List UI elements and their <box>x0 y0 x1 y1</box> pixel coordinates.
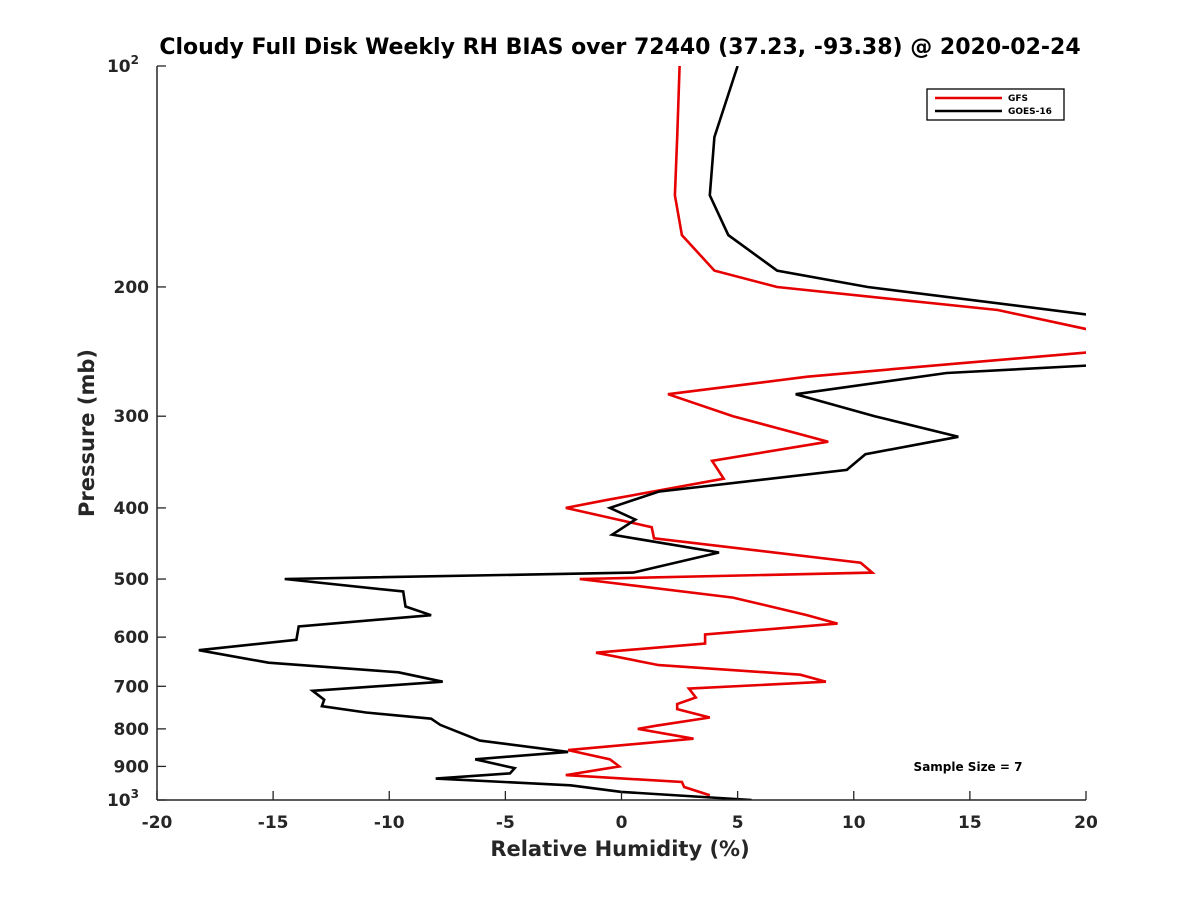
y-tick-label: 102 <box>107 53 139 77</box>
sample-size-annotation: Sample Size = 7 <box>914 760 1023 774</box>
y-tick-label: 103 <box>107 787 139 811</box>
x-tick-label: 20 <box>1074 813 1098 833</box>
x-tick-label: 5 <box>732 813 744 833</box>
x-tick-label: -15 <box>258 813 289 833</box>
series-line-gfs <box>565 66 1086 797</box>
y-tick-label: 800 <box>114 720 150 740</box>
y-tick-base: 10 <box>107 791 131 811</box>
y-tick-label: 700 <box>114 677 150 697</box>
y-tick-exponent: 2 <box>131 53 139 67</box>
x-tick-label: -5 <box>496 813 515 833</box>
x-tick-label: 15 <box>958 813 982 833</box>
y-tick-exponent: 3 <box>131 787 139 801</box>
legend-label-gfs: GFS <box>1008 94 1028 104</box>
y-tick-label: 600 <box>114 628 150 648</box>
chart-title: Cloudy Full Disk Weekly RH BIAS over 724… <box>159 35 1080 60</box>
x-axis-label: Relative Humidity (%) <box>490 837 749 861</box>
y-axis-label: Pressure (mb) <box>75 349 99 517</box>
y-tick-label: 900 <box>114 757 150 777</box>
legend-label-goes-16: GOES-16 <box>1008 107 1052 117</box>
y-tick-label: 400 <box>114 499 150 519</box>
plot-area: -20 -15 -10 -5 0 5 10 15 20102200300400500600700… <box>107 53 1098 833</box>
legend-box <box>926 88 1065 121</box>
x-tick-label: -10 <box>374 813 405 833</box>
y-tick-label: 200 <box>114 278 150 298</box>
series-line-goes-16 <box>198 66 1086 800</box>
x-tick-label: -20 <box>142 813 173 833</box>
y-tick-label: 500 <box>114 570 150 590</box>
y-tick-base: 10 <box>107 57 131 77</box>
y-tick-label: 300 <box>114 407 150 427</box>
x-tick-label: 10 <box>842 813 866 833</box>
legend: GFS GOES-16 <box>926 88 1065 121</box>
x-tick-label: 0 <box>616 813 628 833</box>
